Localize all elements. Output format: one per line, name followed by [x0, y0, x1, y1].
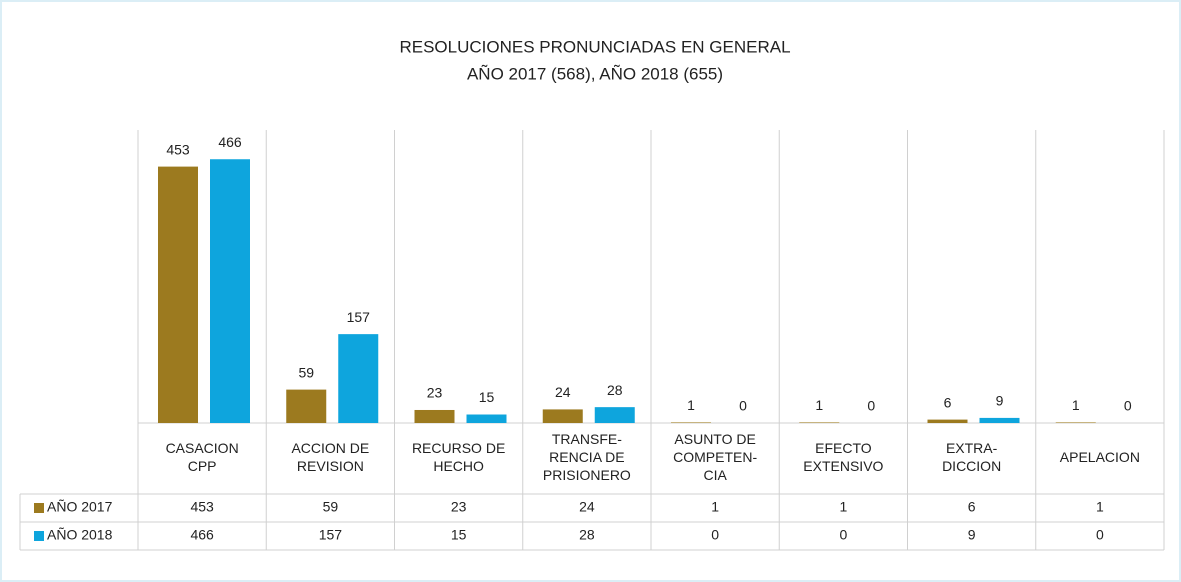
bar [286, 389, 327, 423]
x-tick-label: RENCIA DE [549, 449, 624, 465]
table-cell: 1 [711, 499, 719, 515]
x-tick-label: EXTRA- [946, 440, 998, 456]
chart-subtitle: AÑO 2017 (568), AÑO 2018 (655) [467, 64, 723, 83]
table-cell: 466 [190, 527, 214, 543]
x-tick-label: COMPETEN- [673, 449, 757, 465]
bar [671, 422, 711, 423]
legend-swatch [34, 531, 44, 541]
data-label: 0 [867, 398, 875, 414]
x-tick-label: CASACION [166, 440, 239, 456]
chart-title: RESOLUCIONES PRONUNCIADAS EN GENERAL [399, 37, 790, 56]
bar [466, 414, 507, 423]
bar [414, 409, 455, 423]
x-tick-label: CIA [703, 467, 727, 483]
data-label: 0 [739, 398, 747, 414]
data-label: 157 [347, 309, 371, 325]
x-tick-label: HECHO [433, 458, 484, 474]
data-label: 28 [607, 382, 623, 398]
legend-label: AÑO 2018 [47, 527, 113, 543]
x-tick-label: ACCION DE [291, 440, 369, 456]
table-cell: 6 [968, 499, 976, 515]
table-cell: 157 [319, 527, 343, 543]
bar [1055, 422, 1096, 423]
x-tick-label: PRISIONERO [543, 467, 631, 483]
bar [927, 419, 968, 423]
data-label: 15 [479, 389, 495, 405]
x-tick-label: TRANSFE- [552, 431, 622, 447]
data-label: 1 [687, 397, 695, 413]
table-cell: 59 [323, 499, 339, 515]
table-cell: 23 [451, 499, 467, 515]
data-label: 24 [555, 384, 571, 400]
legend-swatch [34, 503, 44, 513]
data-label: 59 [298, 364, 314, 380]
data-label: 453 [166, 141, 190, 157]
data-label: 6 [944, 394, 952, 410]
table-cell: 0 [839, 527, 847, 543]
bar [542, 409, 583, 423]
data-label: 0 [1124, 398, 1132, 414]
data-label: 9 [996, 393, 1004, 409]
bar [594, 407, 635, 423]
table-cell: 1 [1096, 499, 1104, 515]
bar [799, 422, 840, 423]
data-label: 466 [218, 134, 242, 150]
data-label: 23 [427, 385, 443, 401]
table-cell: 453 [190, 499, 214, 515]
x-tick-label: APELACION [1060, 449, 1140, 465]
x-tick-label: REVISION [297, 458, 364, 474]
legend-label: AÑO 2017 [47, 499, 113, 515]
bar [158, 166, 198, 424]
data-label: 1 [1072, 397, 1080, 413]
table-cell: 0 [711, 527, 719, 543]
table-cell: 1 [839, 499, 847, 515]
x-tick-label: DICCION [942, 458, 1001, 474]
bar [338, 334, 379, 423]
x-tick-label: ASUNTO DE [674, 431, 755, 447]
table-cell: 0 [1096, 527, 1104, 543]
bar [210, 159, 250, 423]
table-cell: 24 [579, 499, 595, 515]
x-tick-label: CPP [188, 458, 217, 474]
bar [979, 417, 1020, 423]
table-cell: 28 [579, 527, 595, 543]
x-tick-label: EFECTO [815, 440, 872, 456]
table-cell: 15 [451, 527, 467, 543]
table-cell: 9 [968, 527, 976, 543]
x-tick-label: EXTENSIVO [803, 458, 883, 474]
x-tick-label: RECURSO DE [412, 440, 505, 456]
data-label: 1 [815, 397, 823, 413]
